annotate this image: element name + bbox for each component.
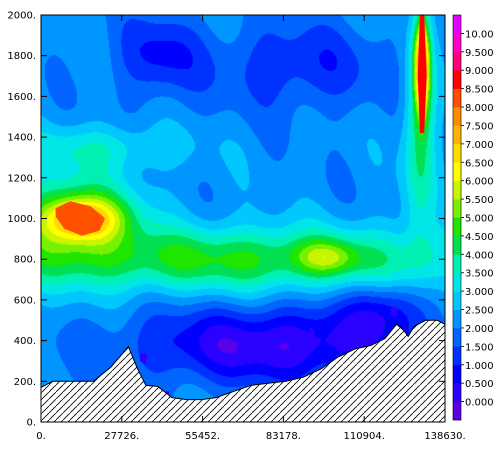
colorbar-label: 2.000 [465, 324, 494, 335]
colorbar-swatch [453, 364, 461, 384]
colorbar-swatch [453, 235, 461, 255]
terrain [41, 319, 445, 422]
colorbar-swatch [453, 33, 461, 53]
colorbar-swatch [453, 199, 461, 218]
x-tick-label: 83178. [266, 431, 301, 442]
colorbar-swatch [453, 327, 461, 347]
colorbar-swatch [453, 70, 461, 89]
colorbar-label: 8.500 [465, 85, 494, 96]
colorbar-label: 5.500 [465, 195, 494, 206]
colorbar: 0.000 0.500 1.000 1.500 2.000 2.500 3.000 3.500… [452, 14, 494, 421]
x-tick-label: 27726. [104, 431, 139, 442]
contour-feature-6 [390, 308, 398, 317]
colorbar-swatch [453, 217, 461, 237]
y-tick-label: 1000. [7, 214, 36, 225]
y-tick-label: 1800. [7, 51, 36, 62]
colorbar-label: 2.500 [465, 306, 494, 317]
plot-area [41, 15, 445, 422]
colorbar-label: 8.000 [465, 103, 494, 114]
y-tick-label: 1600. [7, 92, 36, 103]
y-tick-label: 800. [14, 255, 36, 266]
x-tick-label: 138630. [424, 431, 465, 442]
y-tick-label: 1200. [7, 173, 36, 184]
colorbar-swatch [453, 401, 461, 421]
colorbar-label: 1.000 [465, 361, 494, 372]
colorbar-swatch [453, 143, 461, 163]
contour-feature-5 [309, 326, 315, 341]
colorbar-label: 6.500 [465, 158, 494, 169]
colorbar-swatch [453, 291, 461, 310]
x-tick-label: 0. [36, 431, 46, 442]
colorbar-label: 9.000 [465, 66, 494, 77]
colorbar-label: 4.500 [465, 232, 494, 243]
colorbar-label: 10.00 [465, 29, 494, 40]
contour-feature-1 [417, 15, 427, 133]
colorbar-label: 6.000 [465, 177, 494, 188]
colorbar-swatch [453, 309, 461, 329]
colorbar-label: 9.500 [465, 48, 494, 59]
colorbar-swatch [453, 51, 461, 71]
y-tick-label: 600. [14, 295, 36, 306]
y-tick-label: 1400. [7, 133, 36, 144]
y-tick-label: 0. [26, 418, 36, 429]
colorbar-swatch [453, 272, 461, 292]
colorbar-label: 4.000 [465, 250, 494, 261]
colorbar-swatch [453, 15, 461, 34]
x-tick-label: 110904. [344, 431, 385, 442]
colorbar-label: 7.500 [465, 121, 494, 132]
colorbar-swatch [453, 346, 461, 366]
colorbar-label: 0.000 [465, 398, 494, 409]
colorbar-label: 3.500 [465, 269, 494, 280]
contour-feature-2 [140, 352, 148, 365]
x-tick-label: 55452. [185, 431, 220, 442]
colorbar-swatch [453, 254, 461, 274]
colorbar-label: 3.000 [465, 287, 494, 298]
colorbar-label: 5.000 [465, 214, 494, 225]
colorbar-swatch [453, 107, 461, 126]
contour-feature-0 [55, 201, 106, 236]
colorbar-swatch [453, 125, 461, 145]
colorbar-label: 0.500 [465, 379, 494, 390]
colorbar-swatch [453, 383, 461, 402]
colorbar-swatch [453, 162, 461, 181]
y-tick-label: 200. [14, 377, 36, 388]
axes: 0. 27726. 55452. 83178. 110904. 138630. 0. 200.… [7, 11, 465, 443]
contour-feature-4 [253, 336, 260, 349]
colorbar-swatch [453, 180, 461, 200]
y-tick-label: 2000. [7, 11, 36, 22]
colorbar-label: 1.500 [465, 342, 494, 353]
y-tick-label: 400. [14, 336, 36, 347]
colorbar-swatch [453, 88, 461, 108]
colorbar-label: 7.000 [465, 140, 494, 151]
